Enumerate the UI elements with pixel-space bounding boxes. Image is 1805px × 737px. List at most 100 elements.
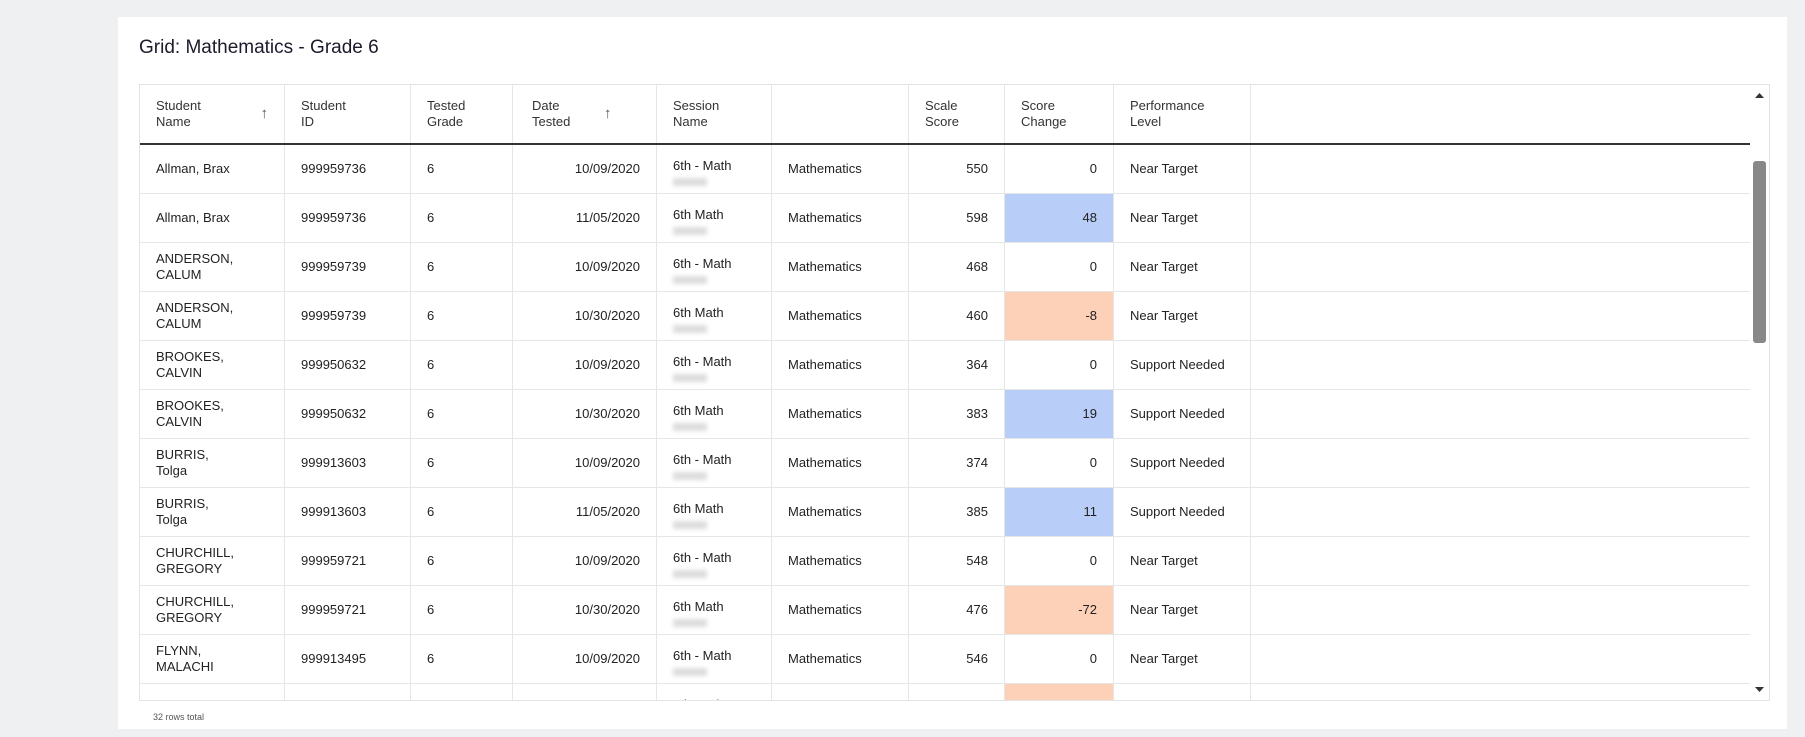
- cell-text: 11/05/2020: [575, 210, 640, 225]
- cell-content: Allman, Brax: [156, 161, 230, 177]
- cell: 10/09/2020: [513, 439, 657, 487]
- cell: Mathematics: [772, 243, 909, 291]
- column-header[interactable]: Tested Grade: [411, 85, 513, 143]
- cell-content: 385: [966, 504, 988, 520]
- cell-text: 10/30/2020: [574, 602, 640, 617]
- column-header[interactable]: Student ID: [285, 85, 411, 143]
- cell: CHURCHILL, GREGORY: [140, 537, 285, 585]
- cell: 10/30/2020: [513, 586, 657, 634]
- cell-text: Mathematics: [788, 357, 862, 372]
- column-header[interactable]: Performance Level: [1114, 85, 1251, 143]
- cell-content: 999913603: [301, 504, 366, 520]
- cell: 999959736: [285, 145, 411, 193]
- cell: 468: [909, 243, 1005, 291]
- cell-text: Mathematics: [788, 504, 862, 519]
- cell: BROOKES, CALVIN: [140, 390, 285, 438]
- cell: 999959721: [285, 537, 411, 585]
- cell-content: 10/30/2020: [575, 406, 640, 422]
- scrollbar-graphic: [1753, 93, 1766, 692]
- filler-cell: [1251, 390, 1752, 438]
- cell-content: Near Target: [1130, 553, 1198, 569]
- row: FLYNN, MALACHI 999913495 6 10/09/2020 6th - …: [140, 635, 1752, 684]
- cell-content: 999950632: [301, 406, 366, 422]
- cell-content: 6th - Math: [673, 354, 732, 382]
- cell-content: Mathematics: [788, 210, 862, 226]
- cell: Support Needed: [1114, 390, 1251, 438]
- scrollbar[interactable]: [1750, 85, 1769, 700]
- cell: 11: [1005, 488, 1114, 536]
- cell-content: Support Needed: [1130, 455, 1225, 471]
- row-count: 32 rows total: [153, 712, 205, 722]
- column-header[interactable]: Score Change: [1005, 85, 1114, 143]
- cell-text: Mathematics: [788, 553, 862, 568]
- header-filler: [1251, 85, 1752, 143]
- cell-content: 10/09/2020: [575, 259, 640, 275]
- sort-icon[interactable]: ↑: [260, 105, 269, 122]
- filler-cell: [1251, 684, 1752, 700]
- cell: 550: [909, 145, 1005, 193]
- cell: 6th - Math: [657, 537, 772, 585]
- cell: 999959721: [285, 586, 411, 634]
- column-header[interactable]: Session Name: [657, 85, 772, 143]
- cell: 6th Math: [657, 390, 772, 438]
- row: CHURCHILL, GREGORY 999959721 6 10/09/2020 6t…: [140, 537, 1752, 586]
- cell-text: 6: [427, 210, 435, 225]
- cell-text: 6th - Math: [673, 158, 732, 173]
- cell-text: Mathematics: [788, 406, 862, 421]
- cell-text: 999950632: [301, 357, 367, 372]
- cell-content: 598: [966, 210, 988, 226]
- cell-text: CHURCHILL, GREGORY: [156, 594, 235, 625]
- cell-content: 6th Math: [673, 305, 724, 333]
- cell: 999950632: [285, 390, 411, 438]
- cell-text: Mathematics: [788, 455, 862, 470]
- cell-text: Support Needed: [1130, 504, 1225, 519]
- cell-content: BURRIS, Tolga: [156, 496, 236, 528]
- cell: 6: [411, 243, 513, 291]
- cell: [1114, 684, 1251, 700]
- cell-text: 383: [966, 406, 988, 421]
- column-header[interactable]: [772, 85, 909, 143]
- cell: 476: [909, 586, 1005, 634]
- cell: 383: [909, 390, 1005, 438]
- cell-content: 0: [1090, 161, 1097, 177]
- cell: 999913603: [285, 488, 411, 536]
- row: ANDERSON, CALUM 999959739 6 10/09/2020 6th -…: [140, 243, 1752, 292]
- cell: Mathematics: [772, 341, 909, 389]
- cell-text: Mathematics: [788, 210, 862, 225]
- cell: 6th Math: [657, 488, 772, 536]
- cell: 999950632: [285, 341, 411, 389]
- cell-content: Allman, Brax: [156, 210, 230, 226]
- cell-content: 548: [966, 553, 988, 569]
- cell-content: 10/09/2020: [575, 553, 640, 569]
- cell-text: 10/09/2020: [574, 161, 640, 176]
- cell-text: BURRIS, Tolga: [156, 496, 209, 527]
- column-header[interactable]: Student Name ↑: [140, 85, 285, 143]
- column-header[interactable]: Date Tested ↑: [513, 85, 657, 143]
- cell-text: 19: [1082, 406, 1097, 421]
- cell-content: Near Target: [1130, 308, 1198, 324]
- column-header[interactable]: Scale Score: [909, 85, 1005, 143]
- cell-text: 11/05/2020: [575, 504, 640, 519]
- cell: 10/30/2020: [513, 390, 657, 438]
- cell: 598: [909, 194, 1005, 242]
- cell-text: 550: [966, 161, 988, 176]
- redacted-text: [673, 619, 707, 627]
- cell: Mathematics: [772, 145, 909, 193]
- cell-content: Mathematics: [788, 504, 862, 520]
- sort-icon[interactable]: ↑: [604, 105, 612, 122]
- cell: Near Target: [1114, 292, 1251, 340]
- filler-cell: [1251, 341, 1752, 389]
- cell: Mathematics: [772, 390, 909, 438]
- cell-text: 999959721: [301, 553, 367, 568]
- cell-content: 999950632: [301, 357, 366, 373]
- cell-text: Near Target: [1130, 602, 1198, 617]
- filler-cell: [1251, 145, 1752, 193]
- cell: 48: [1005, 194, 1114, 242]
- cell-content: BURRIS, Tolga: [156, 447, 236, 479]
- cell-text: 6th - Math: [673, 256, 732, 271]
- redacted-text: [673, 668, 707, 676]
- cell-content: 10/09/2020: [575, 161, 640, 177]
- cell-content: CHURCHILL, GREGORY: [156, 594, 236, 626]
- cell: 6th Math: [657, 194, 772, 242]
- card: Grid: Mathematics - Grade 6 Student Name…: [118, 17, 1787, 729]
